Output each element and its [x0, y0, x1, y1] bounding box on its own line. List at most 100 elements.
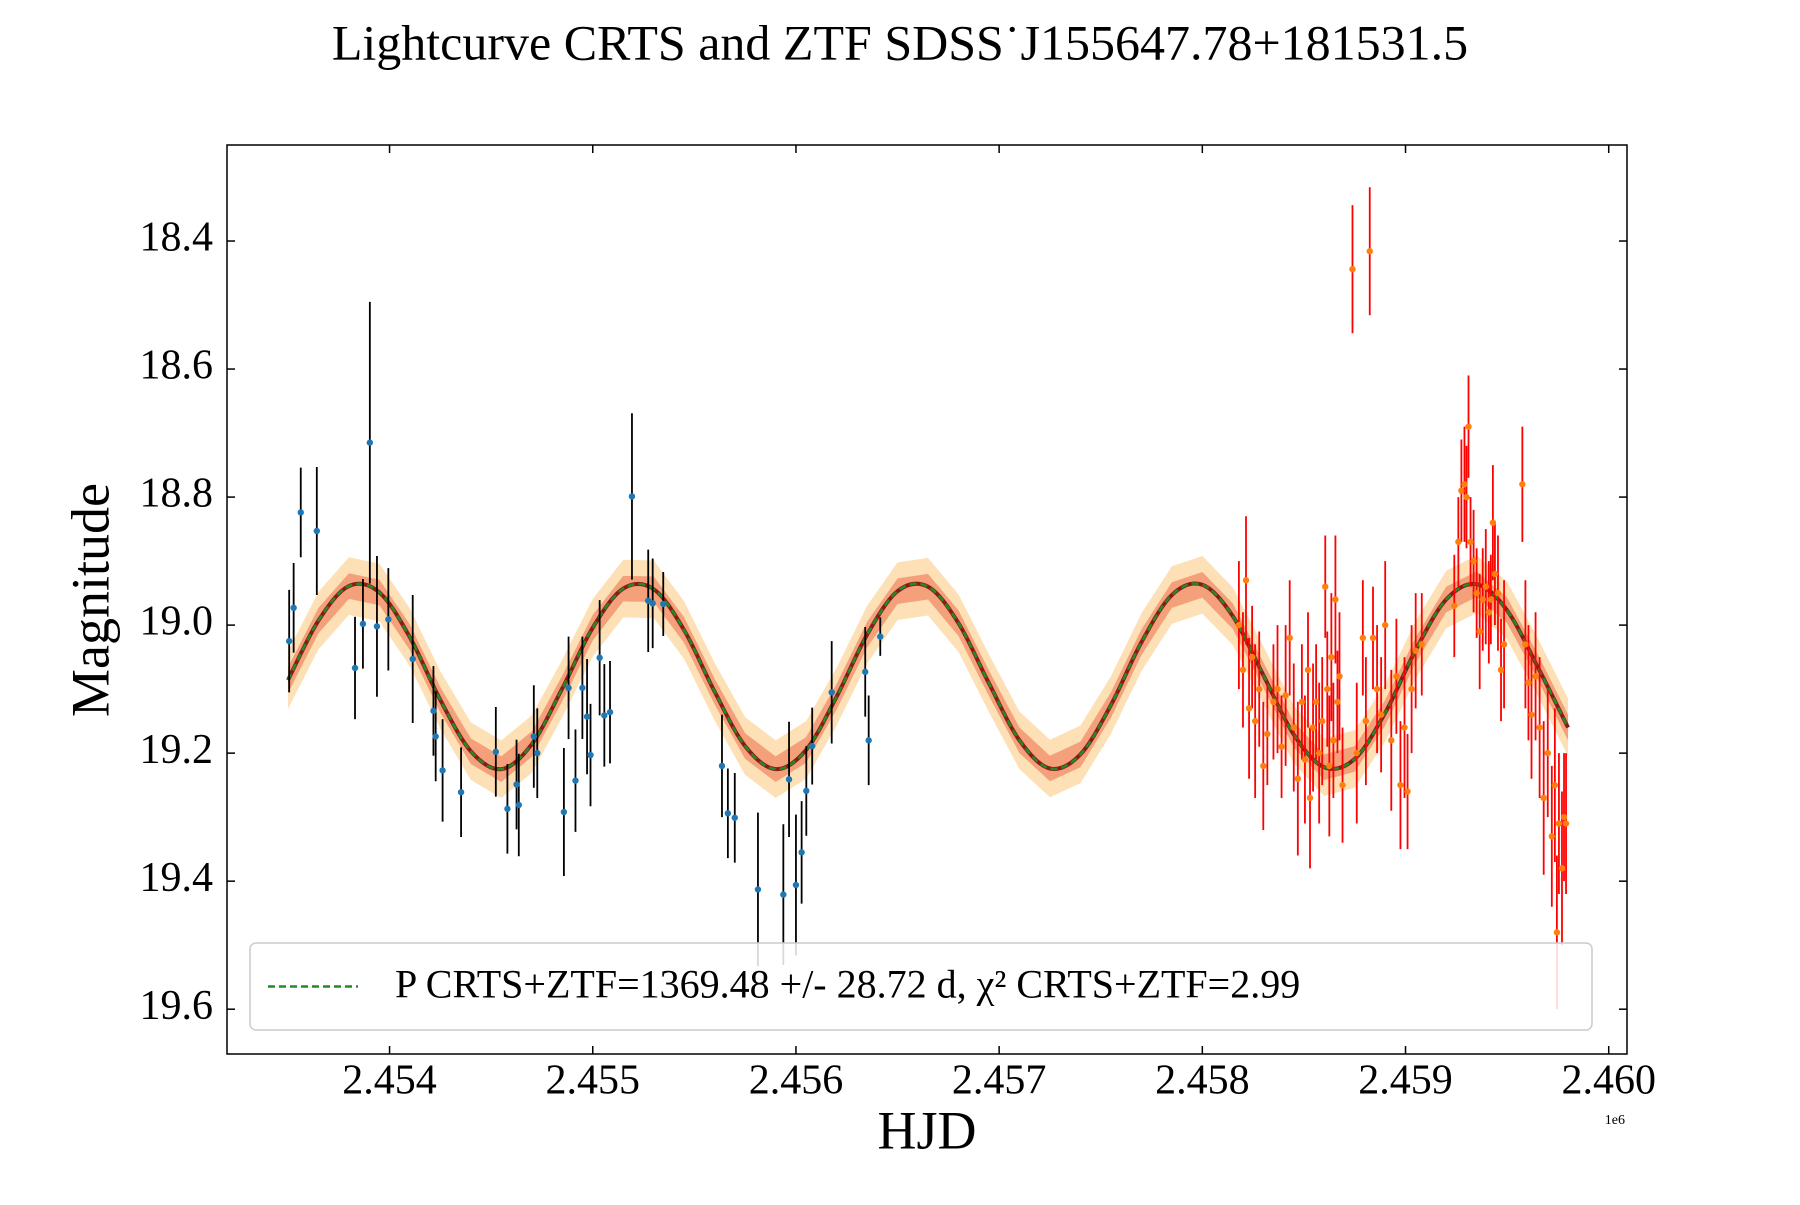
data-point — [1536, 724, 1543, 731]
data-point — [1519, 481, 1526, 488]
data-point — [1560, 813, 1568, 821]
data-point — [1306, 794, 1314, 802]
data-point — [1473, 589, 1480, 597]
x-axis-label: HJD — [877, 1100, 976, 1160]
data-point — [754, 886, 762, 893]
data-point — [409, 655, 416, 663]
data-point — [1489, 519, 1497, 526]
data-point — [1349, 265, 1356, 273]
data-point — [1298, 698, 1306, 706]
data-point — [1328, 653, 1335, 661]
data-point — [877, 633, 884, 640]
data-point — [1528, 711, 1535, 718]
data-point — [1256, 685, 1263, 693]
data-point — [731, 814, 738, 821]
data-point — [457, 788, 465, 796]
data-point — [1294, 775, 1302, 782]
data-point — [865, 737, 872, 744]
y-axis-label: Magnitude — [60, 483, 120, 717]
data-point — [1487, 596, 1495, 603]
data-point — [1315, 749, 1323, 757]
fit-line — [286, 582, 1570, 771]
y-tick-label: 18.6 — [140, 343, 214, 389]
data-point — [1532, 673, 1539, 680]
data-point — [1304, 666, 1312, 674]
data-point — [606, 708, 614, 716]
data-point — [430, 707, 437, 715]
data-point — [1336, 673, 1343, 680]
data-point — [718, 762, 726, 770]
data-point — [1278, 743, 1285, 750]
data-point — [351, 664, 359, 672]
data-point — [1369, 634, 1377, 642]
plot-frame — [226, 144, 1628, 1055]
x-tick-label: 2.459 — [1358, 1058, 1453, 1104]
data-point — [660, 600, 667, 608]
data-point — [1418, 641, 1425, 648]
data-point — [1401, 724, 1408, 731]
data-point — [1245, 705, 1253, 712]
data-point — [1500, 641, 1508, 648]
data-point — [530, 733, 538, 740]
data-point — [1312, 698, 1320, 706]
data-point — [1540, 794, 1547, 802]
data-point — [1461, 481, 1468, 488]
data-point — [1242, 577, 1250, 584]
data-point — [1286, 634, 1293, 642]
legend-box — [249, 942, 1593, 1031]
data-point — [1463, 493, 1470, 501]
data-point — [803, 787, 810, 795]
data-point — [1326, 762, 1333, 770]
data-point — [1551, 781, 1559, 789]
data-point — [1479, 596, 1486, 603]
data-point — [1558, 865, 1566, 872]
data-point — [1455, 538, 1462, 546]
data-point — [1332, 596, 1339, 603]
data-point — [1282, 692, 1289, 699]
data-point — [1377, 711, 1385, 718]
data-point — [1412, 647, 1419, 654]
data-point — [785, 776, 793, 783]
data-point — [504, 805, 511, 813]
data-point — [1322, 583, 1329, 590]
data-point — [1482, 583, 1489, 590]
y-tick-label: 19.4 — [140, 855, 214, 901]
data-point — [1362, 717, 1370, 725]
data-point — [1562, 820, 1570, 827]
x-offset-label: 1e6 — [1605, 1113, 1625, 1128]
data-point — [1319, 717, 1326, 725]
data-point — [285, 637, 293, 645]
x-tick-label: 2.456 — [749, 1058, 844, 1104]
y-tick-label: 19.0 — [140, 599, 214, 645]
data-point — [828, 689, 835, 696]
data-point — [1239, 666, 1247, 674]
data-point — [366, 439, 374, 446]
data-point — [1235, 621, 1243, 629]
data-point — [534, 749, 541, 757]
data-point — [1251, 717, 1259, 725]
data-point — [808, 742, 816, 750]
data-point — [1465, 423, 1472, 430]
data-point — [1388, 737, 1395, 744]
data-point — [565, 684, 572, 692]
data-point — [1522, 641, 1529, 648]
x-tick-label: 2.455 — [545, 1058, 640, 1104]
x-tick-label: 2.454 — [342, 1058, 437, 1104]
data-point — [649, 600, 656, 607]
data-point — [1301, 756, 1309, 763]
data-point — [297, 509, 304, 516]
data-point — [515, 801, 522, 809]
data-point — [1248, 653, 1256, 661]
data-point — [560, 808, 568, 816]
data-point — [432, 733, 439, 740]
data-point — [1408, 685, 1415, 693]
data-point — [1290, 724, 1297, 731]
data-point — [1393, 673, 1400, 680]
data-point — [1382, 621, 1389, 629]
data-point — [583, 713, 591, 720]
data-point — [601, 712, 608, 719]
data-point — [385, 616, 392, 623]
data-point — [1476, 628, 1483, 635]
chart-title: Lightcurve CRTS and ZTF SDSS˙J155647.78+… — [332, 14, 1468, 70]
